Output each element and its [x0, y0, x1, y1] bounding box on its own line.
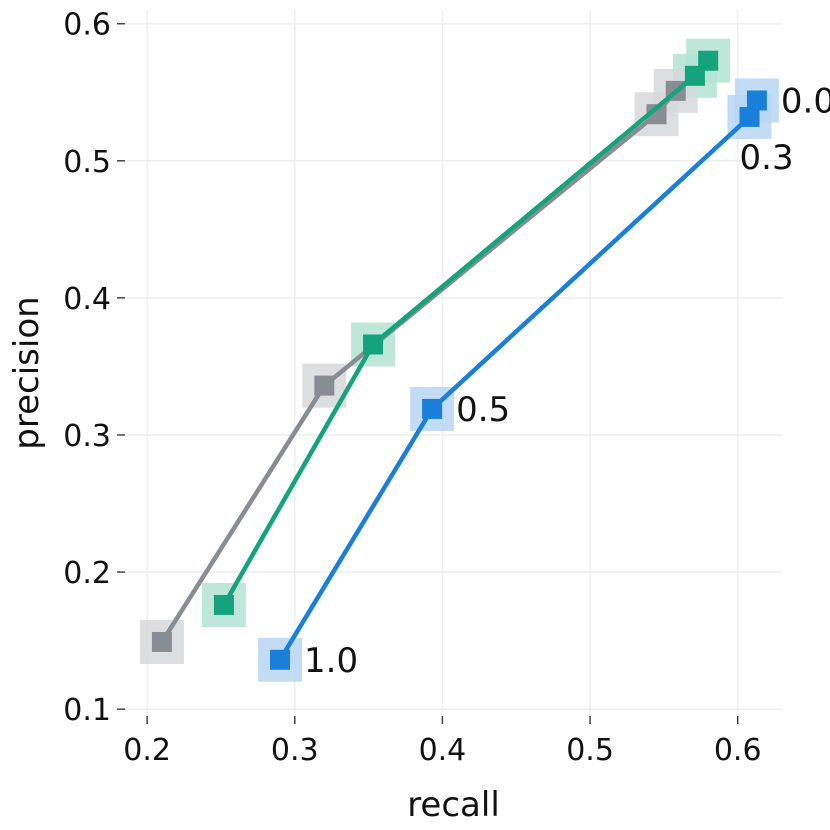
x-tick-label: 0.5: [566, 733, 614, 768]
point-labels: 1.0 0.5 0.3 0.0: [304, 81, 830, 680]
series-line: [159, 88, 678, 645]
x-tick-label: 0.2: [123, 733, 171, 768]
series-1: [213, 50, 719, 615]
data-point-marker: [363, 334, 384, 355]
data-point-marker: [698, 50, 719, 71]
x-tick-label: 0.6: [714, 733, 762, 768]
y-tick-label: 0.4: [63, 282, 111, 317]
series-line: [221, 58, 711, 608]
data-point-marker: [684, 65, 705, 86]
data-point-marker: [314, 375, 335, 396]
y-axis-title: precision: [7, 296, 47, 449]
y-tick-label: 0.5: [63, 145, 111, 180]
series-halos-2: [139, 68, 698, 664]
x-tick-label: 0.3: [271, 733, 319, 768]
series-0: [270, 90, 767, 670]
x-axis-title: recall: [407, 785, 500, 825]
data-point-marker: [151, 631, 172, 652]
series-2: [151, 80, 686, 652]
y-tick-label: 0.3: [63, 419, 111, 454]
point-label: 0.3: [740, 138, 794, 178]
series-layer: [139, 38, 779, 682]
y-tick-label: 0.6: [63, 8, 111, 43]
data-point-marker: [213, 594, 234, 615]
data-point-marker: [746, 90, 767, 111]
point-label: 0.5: [456, 390, 510, 430]
x-tick-label: 0.4: [419, 733, 467, 768]
data-point-marker: [270, 649, 291, 670]
data-point-marker: [739, 106, 760, 127]
point-label: 1.0: [304, 641, 358, 681]
axes: 0.2 0.3 0.4 0.5 0.6 0.1 0.2 0.3 0.4 0.5 0.6: [63, 8, 761, 768]
grid: [125, 10, 782, 716]
point-label: 0.0: [781, 81, 830, 121]
y-tick-label: 0.2: [63, 556, 111, 591]
y-tick-label: 0.1: [63, 693, 111, 728]
data-point-marker: [422, 398, 443, 419]
